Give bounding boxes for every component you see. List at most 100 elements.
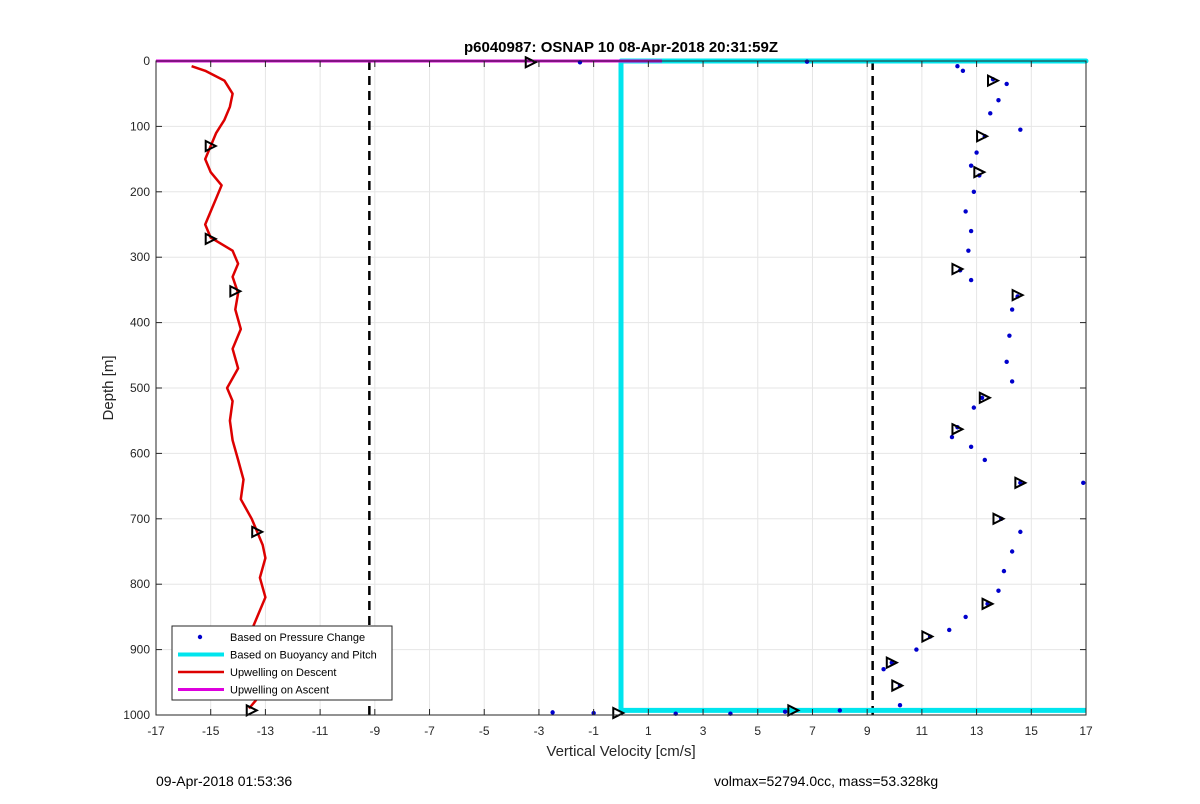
pressure-point (960, 68, 966, 74)
triangle-marker (1011, 288, 1025, 302)
triangle-marker (204, 232, 218, 246)
pressure-point (974, 150, 979, 155)
pressure-point (1018, 127, 1023, 132)
pressure-point (996, 588, 1001, 593)
y-tick-label: 400 (130, 316, 150, 330)
y-tick-label: 900 (130, 643, 150, 657)
pressure-point (881, 667, 886, 672)
y-tick-label: 700 (130, 512, 150, 526)
x-tick-label: -11 (312, 724, 329, 738)
triangle-marker (1014, 476, 1028, 490)
triangle-marker (885, 656, 900, 670)
triangle-marker (921, 629, 935, 644)
triangle-marker (987, 74, 1001, 88)
pressure-point (971, 189, 977, 194)
legend-label: Upwelling on Descent (230, 667, 336, 679)
pressure-point (988, 111, 993, 116)
pressure-point (968, 444, 974, 450)
x-tick-label: 9 (864, 724, 871, 738)
x-tick-label: 11 (916, 724, 929, 738)
pressure-point (979, 395, 985, 401)
pressure-point (982, 457, 987, 463)
pressure-point (968, 163, 974, 168)
pressure-point (1009, 549, 1015, 554)
pressure-point (1004, 81, 1009, 87)
pressure-point (804, 59, 810, 64)
pressure-point (1009, 379, 1015, 384)
pressure-point (963, 614, 968, 620)
triangle-marker (891, 678, 905, 693)
y-tick-label: 0 (143, 54, 150, 68)
x-tick-label: -1 (588, 724, 599, 738)
legend-box (171, 625, 393, 701)
x-tick-label: 7 (809, 724, 816, 738)
triangle-marker (981, 597, 995, 611)
y-tick-label: 300 (130, 250, 150, 264)
pressure-point (782, 709, 788, 714)
x-tick-label: -3 (534, 724, 545, 738)
triangle-marker (976, 129, 990, 143)
x-tick-label: 15 (1025, 724, 1039, 738)
triangle-marker (524, 55, 538, 69)
triangle-marker (978, 391, 993, 405)
y-axis-label: Depth [m] (100, 355, 117, 420)
y-tick-label: 800 (130, 577, 150, 591)
pressure-point (968, 228, 974, 234)
triangle-marker (951, 422, 965, 436)
axis-ticks: -17 -15 -13 -11 -9 -7 -5 -3 -1 1 3 5 7 9 11 13 15 1701002… (123, 54, 1093, 738)
legend-label: Based on Pressure Change (230, 632, 365, 644)
triangle-marker (204, 139, 218, 153)
triangle-marker (251, 525, 265, 539)
x-tick-label: -5 (479, 724, 490, 738)
pressure-point (914, 647, 919, 652)
pressure-point (1081, 480, 1086, 486)
pressure-point (550, 710, 555, 715)
triangle-marker (612, 706, 626, 720)
x-tick-label: 13 (970, 724, 984, 738)
triangle-marker (951, 262, 965, 276)
triangle-marker (245, 703, 259, 718)
x-tick-label: 1 (645, 724, 652, 738)
y-tick-label: 1000 (123, 708, 150, 722)
y-tick-label: 600 (130, 446, 150, 460)
chart-title: p6040987: OSNAP 10 08-Apr-2018 20:31:59Z (464, 39, 778, 56)
pressure-point (968, 277, 974, 283)
pressure-point (971, 405, 977, 410)
y-tick-label: 200 (130, 185, 150, 199)
y-tick-label: 100 (130, 119, 150, 133)
x-tick-label: 5 (754, 724, 761, 738)
pressure-point (947, 627, 952, 633)
pressure-point (955, 64, 960, 69)
pressure-point (1018, 529, 1023, 535)
x-tick-label: 3 (700, 724, 707, 738)
x-tick-label: -13 (257, 724, 275, 738)
y-tick-label: 500 (130, 381, 150, 395)
reference-lines (368, 61, 874, 715)
pressure-point (966, 248, 971, 253)
x-tick-label: -15 (202, 724, 220, 738)
pressure-point (996, 98, 1001, 103)
x-tick-label: -9 (369, 724, 380, 738)
pressure-point (897, 702, 903, 708)
footer-timestamp: 09-Apr-2018 01:53:36 (156, 773, 293, 789)
x-tick-label: -7 (424, 724, 435, 738)
pressure-point (1004, 359, 1009, 365)
pressure-point (1001, 568, 1007, 574)
x-axis-label: Vertical Velocity [cm/s] (546, 743, 695, 760)
pressure-point (1009, 307, 1015, 312)
legend-label: Based on Buoyancy and Pitch (230, 650, 377, 662)
pressure-point (949, 434, 955, 440)
triangle-marker (229, 284, 243, 298)
triangle-marker (973, 165, 987, 179)
x-tick-label: -17 (147, 724, 165, 738)
x-tick-label: 17 (1079, 724, 1093, 738)
legend-swatch-dot (197, 634, 203, 640)
pressure-point (963, 209, 968, 214)
footer-parameters: volmax=52794.0cc, mass=53.328kg (714, 773, 939, 789)
legend: Based on Pressure Change Based on Buoyanc… (171, 625, 393, 701)
pressure-point (1007, 333, 1012, 338)
legend-label: Upwelling on Ascent (230, 685, 329, 697)
triangle-marker (787, 703, 801, 718)
pressure-point (837, 708, 843, 713)
